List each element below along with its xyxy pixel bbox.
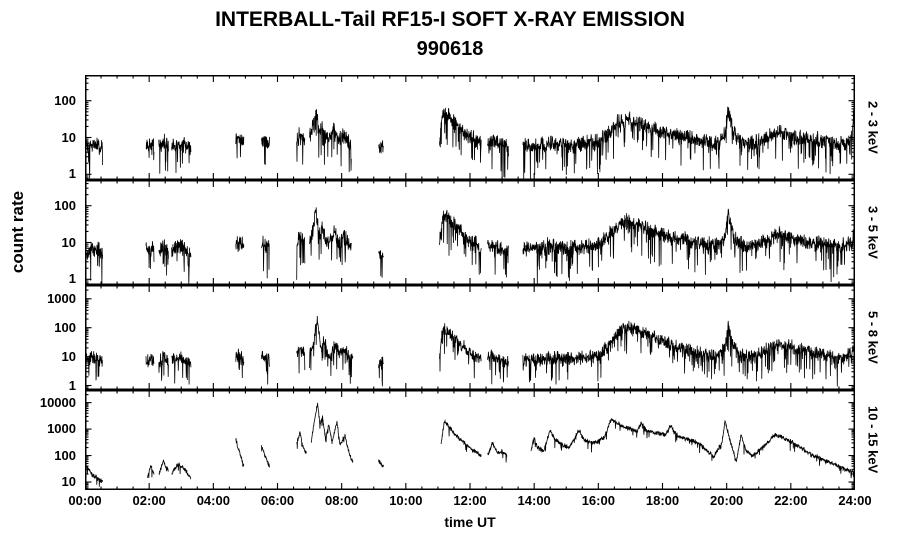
data-trace: [235, 348, 245, 379]
data-trace: [145, 241, 155, 269]
panel-plot-svg: [85, 390, 855, 490]
y-tick-label: 100: [54, 197, 76, 213]
data-trace: [378, 250, 384, 278]
data-trace: [261, 135, 270, 165]
data-trace: [487, 442, 508, 463]
data-trace: [261, 350, 270, 385]
data-trace: [171, 239, 192, 285]
data-trace: [378, 140, 384, 154]
x-tick-label: 00:00: [68, 493, 102, 508]
band-label-4: 10 - 15 keV: [865, 406, 881, 474]
data-trace: [235, 133, 245, 159]
x-tick-label: 18:00: [645, 493, 680, 508]
y-tick-label: 1: [68, 377, 76, 393]
data-trace: [235, 438, 245, 467]
y-tick-label: 1: [68, 271, 76, 287]
data-trace: [439, 209, 482, 275]
y-tick-label: 1: [68, 166, 76, 182]
data-trace: [261, 235, 270, 279]
axis-ticks: [85, 75, 855, 180]
data-trace: [86, 465, 103, 487]
data-trace: [171, 462, 192, 480]
data-trace: [310, 402, 354, 463]
data-trace: [487, 134, 509, 179]
axis-ticks: [85, 285, 855, 390]
x-tick-label: 02:00: [132, 493, 166, 508]
data-trace: [487, 239, 509, 278]
band-label-1: 2 - 3 keV: [865, 101, 881, 154]
y-tick-label: 100: [54, 447, 76, 463]
data-trace: [261, 445, 270, 468]
data-trace: [309, 109, 352, 173]
data-trace: [86, 351, 103, 381]
data-trace: [158, 459, 169, 476]
x-tick-label: 14:00: [517, 493, 551, 508]
y-tick-label: 10000: [39, 394, 76, 410]
data-trace: [296, 431, 307, 454]
panel-5-8keV: [85, 285, 855, 390]
y-tick-label: 10: [61, 234, 76, 250]
panel-plot-svg: [85, 180, 855, 285]
panel-2-3keV: [85, 75, 855, 180]
x-tick-label: 06:00: [260, 493, 295, 508]
x-tick-label: 10:00: [389, 493, 423, 508]
data-trace: [296, 231, 306, 280]
y-tick-label: 1000: [47, 421, 76, 437]
data-trace: [439, 107, 482, 163]
data-trace: [158, 133, 169, 174]
data-trace: [145, 353, 155, 368]
data-trace: [235, 236, 245, 252]
x-axis-label: time UT: [444, 514, 496, 530]
x-tick-label: 22:00: [774, 493, 808, 508]
x-tick-label: 04:00: [196, 493, 230, 508]
data-trace: [309, 207, 352, 266]
data-trace: [309, 315, 354, 384]
data-trace: [171, 351, 192, 385]
panel-border: [85, 75, 855, 180]
data-trace: [522, 208, 855, 285]
y-tick-label: 10: [61, 129, 76, 145]
y-tick-label: 1000: [47, 290, 76, 306]
data-trace: [487, 349, 509, 385]
data-trace: [378, 356, 384, 387]
y-tick-label: 100: [54, 319, 76, 335]
data-trace: [530, 417, 854, 479]
x-tick-label: 12:00: [453, 493, 487, 508]
data-trace: [147, 465, 155, 479]
band-label-3: 5 - 8 keV: [865, 311, 881, 364]
axis-ticks: [85, 390, 855, 490]
data-trace: [439, 323, 482, 379]
y-tick-label: 10: [61, 348, 76, 364]
data-trace: [440, 419, 482, 458]
y-tick-label: 100: [54, 92, 76, 108]
chart-subtitle: 990618: [416, 38, 484, 60]
data-trace: [296, 346, 306, 374]
data-trace: [522, 320, 855, 387]
axis-ticks: [85, 180, 855, 285]
band-label-2: 3 - 5 keV: [865, 206, 881, 259]
data-trace: [86, 241, 103, 285]
data-trace: [378, 459, 384, 468]
y-tick-label: 10: [61, 474, 76, 490]
panel-border: [85, 390, 855, 490]
x-tick-label: 16:00: [581, 493, 615, 508]
x-tick-label: 08:00: [325, 493, 359, 508]
data-trace: [158, 239, 169, 276]
panel-border: [85, 285, 855, 390]
data-trace: [522, 87, 855, 180]
panel-10-15keV: [85, 390, 855, 490]
panel-plot-svg: [85, 285, 855, 390]
panel-border: [85, 180, 855, 285]
panel-3-5keV: [85, 180, 855, 285]
data-trace: [296, 127, 306, 165]
data-trace: [145, 138, 155, 161]
panel-plot-svg: [85, 75, 855, 180]
data-trace: [158, 351, 169, 381]
x-tick-label: 24:00: [838, 493, 872, 508]
data-trace: [171, 136, 192, 173]
data-trace: [86, 137, 103, 180]
chart-title: INTERBALL-Tail RF15-I SOFT X-RAY EMISSIO…: [215, 8, 685, 31]
x-tick-label: 20:00: [710, 493, 744, 508]
